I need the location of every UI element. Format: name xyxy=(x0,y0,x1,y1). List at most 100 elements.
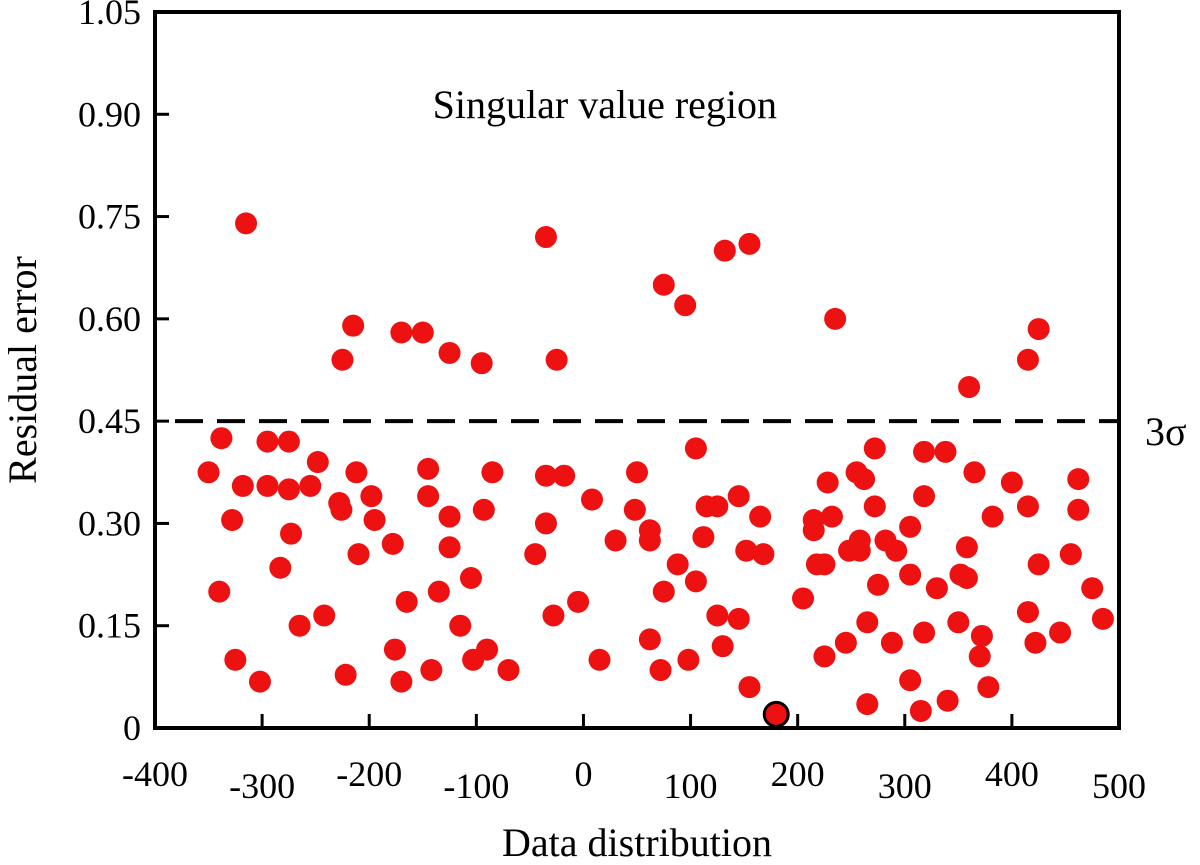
data-point xyxy=(1016,601,1039,624)
data-point xyxy=(221,509,244,532)
data-point xyxy=(968,645,991,668)
data-point xyxy=(1027,553,1050,576)
data-point xyxy=(208,580,231,603)
data-point xyxy=(792,587,815,610)
points-layer xyxy=(197,212,1114,728)
data-point xyxy=(706,604,729,627)
data-point xyxy=(652,273,675,296)
data-point xyxy=(1000,471,1023,494)
data-point xyxy=(970,624,993,647)
data-point xyxy=(224,648,247,671)
y-tick-label: 0.15 xyxy=(78,606,141,646)
x-tick-label: -300 xyxy=(229,766,295,806)
data-point xyxy=(727,485,750,508)
data-point xyxy=(534,464,557,487)
data-point xyxy=(1016,348,1039,371)
ticks-layer: 0 0.15 0.30 0.45 0.60 0.75 0.90 1.05 -400 -300 -20… xyxy=(78,0,1146,806)
data-point xyxy=(684,437,707,460)
data-point xyxy=(955,536,978,559)
data-point xyxy=(472,498,495,521)
data-point xyxy=(880,631,903,654)
data-point xyxy=(936,689,959,712)
data-point xyxy=(390,670,413,693)
data-point xyxy=(913,621,936,644)
plot-frame xyxy=(153,10,1121,730)
threshold-layer: 3σ xyxy=(175,409,1187,454)
data-point xyxy=(360,485,383,508)
x-tick-label: 100 xyxy=(664,766,718,806)
y-tick-label: 0.60 xyxy=(78,299,141,339)
data-point xyxy=(677,648,700,671)
data-point xyxy=(210,427,233,450)
data-point xyxy=(534,512,557,535)
data-point xyxy=(947,611,970,634)
data-point xyxy=(411,321,434,344)
data-point xyxy=(545,348,568,371)
data-point xyxy=(913,440,936,463)
data-point xyxy=(848,529,871,552)
data-point xyxy=(420,659,443,682)
x-tick-label: 400 xyxy=(985,754,1039,794)
data-point xyxy=(1016,495,1039,518)
data-point xyxy=(649,659,672,682)
data-point xyxy=(197,461,220,484)
data-point xyxy=(277,478,300,501)
data-point xyxy=(1091,607,1114,630)
data-point xyxy=(277,430,300,453)
data-point xyxy=(863,437,886,460)
data-point xyxy=(476,638,499,661)
data-point xyxy=(299,474,322,497)
data-point xyxy=(449,614,472,637)
data-point xyxy=(626,461,648,484)
data-point xyxy=(824,307,847,330)
data-point xyxy=(909,699,932,722)
data-point xyxy=(749,505,772,528)
y-tick-label: 1.05 xyxy=(78,0,141,32)
data-point xyxy=(863,495,886,518)
data-point xyxy=(820,505,843,528)
x-tick-label: 300 xyxy=(878,766,932,806)
data-point xyxy=(363,509,386,532)
data-point xyxy=(958,376,981,399)
data-point xyxy=(713,239,736,262)
data-point xyxy=(1059,543,1082,566)
y-tick-label: 0.45 xyxy=(78,401,141,441)
x-tick-label: 0 xyxy=(574,754,592,794)
data-point xyxy=(330,498,353,521)
x-tick-label: 500 xyxy=(1092,766,1146,806)
data-point xyxy=(256,430,279,453)
y-tick-label: 0.75 xyxy=(78,197,141,237)
data-point xyxy=(542,604,565,627)
data-point xyxy=(955,566,978,589)
x-axis-label: Data distribution xyxy=(502,820,772,865)
data-point xyxy=(288,614,311,637)
data-point xyxy=(1049,621,1072,644)
data-point xyxy=(334,663,357,686)
data-point xyxy=(963,461,986,484)
data-point xyxy=(497,659,520,682)
region-annotation: Singular value region xyxy=(433,82,777,127)
data-point xyxy=(885,539,908,562)
data-point xyxy=(638,529,661,552)
data-point xyxy=(867,573,889,596)
data-point xyxy=(417,457,440,480)
data-point xyxy=(345,461,368,484)
y-tick-label: 0.30 xyxy=(78,503,141,543)
data-point xyxy=(834,631,857,654)
data-point xyxy=(684,570,707,593)
data-point xyxy=(913,485,936,508)
data-point xyxy=(347,543,370,566)
y-tick-label: 0 xyxy=(123,708,141,748)
data-point xyxy=(1024,631,1047,654)
data-point xyxy=(588,648,611,671)
data-point xyxy=(604,529,627,552)
data-point xyxy=(280,522,303,545)
data-point xyxy=(856,693,879,716)
data-point xyxy=(459,566,482,589)
data-point xyxy=(977,676,1000,699)
data-point xyxy=(383,638,406,661)
data-point xyxy=(269,556,292,579)
highlighted-data-point xyxy=(762,700,790,728)
data-point xyxy=(567,590,590,613)
